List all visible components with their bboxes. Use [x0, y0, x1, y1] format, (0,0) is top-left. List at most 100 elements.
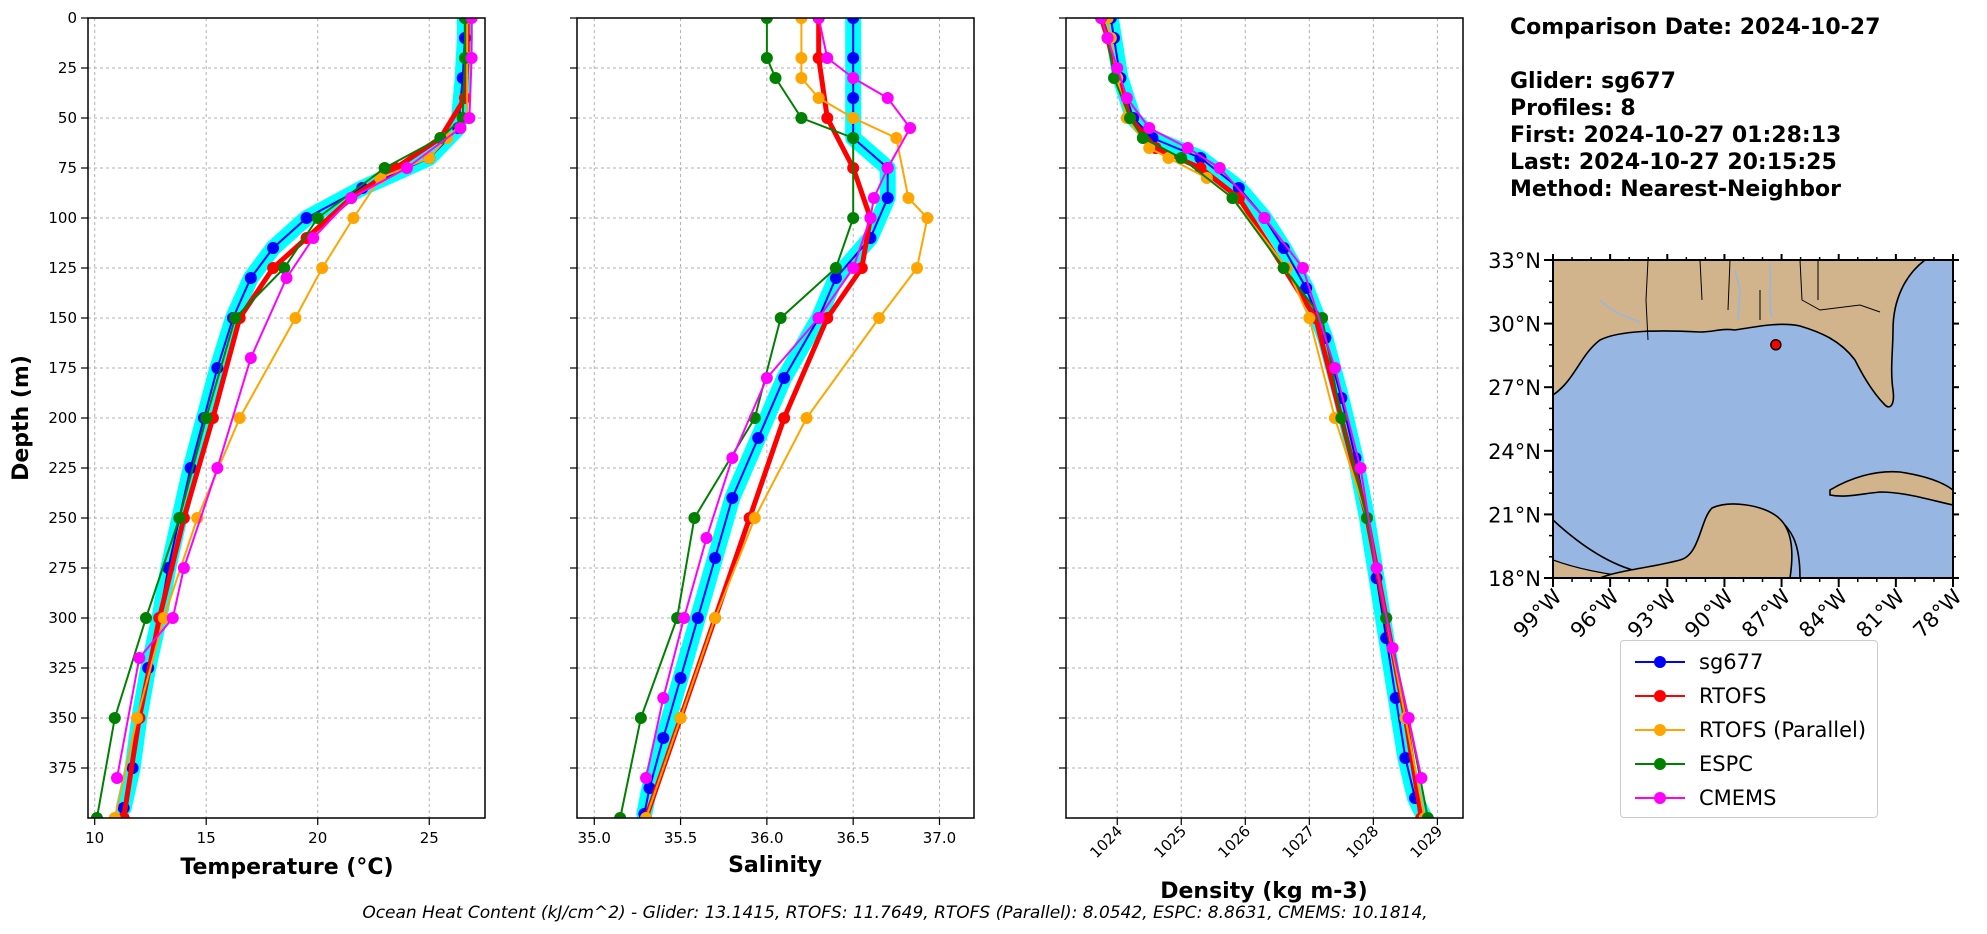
lat-tick-label: 24°N	[1488, 440, 1541, 464]
cmems-data-point	[1258, 212, 1271, 224]
rtofs-data-point	[778, 412, 791, 424]
cmems-data-point	[465, 18, 478, 24]
rtofs-parallel-data-point	[233, 412, 246, 424]
rtofs-parallel-data-point	[902, 192, 915, 204]
series-group	[1095, 18, 1434, 818]
rtofs-parallel-data-point	[812, 92, 825, 104]
rtofs-parallel-data-point	[847, 112, 860, 124]
espc-data-point	[173, 512, 186, 524]
cmems-data-point	[1354, 462, 1367, 474]
y-tick-label: 75	[58, 159, 77, 177]
rtofs-parallel-data-point	[873, 312, 886, 324]
rtofs-parallel-data-point	[921, 212, 934, 224]
sg677-data-point	[643, 782, 656, 794]
cmems-data-point	[1181, 142, 1194, 154]
espc-data-point	[1277, 262, 1290, 274]
cmems-data-point	[345, 192, 358, 204]
x-tick-label: 25	[420, 829, 439, 847]
espc-data-point	[229, 312, 242, 324]
cmems-data-point	[280, 272, 293, 284]
rtofs-parallel-data-point	[423, 152, 436, 164]
legend-item-rtofs-parallel: RTOFS (Parallel)	[1633, 713, 1866, 747]
espc-data-point	[774, 312, 787, 324]
espc-data-point	[1175, 152, 1188, 164]
cmems-series-line	[116, 18, 473, 779]
lon-tick-label: 87°W	[1737, 584, 1795, 642]
sg677-data-point	[829, 272, 842, 284]
map-mexico-coast	[1599, 503, 1793, 578]
lat-tick-label: 18°N	[1488, 567, 1541, 591]
y-tick-label: 50	[58, 109, 77, 127]
espc-data-point	[378, 162, 391, 174]
legend-label: CMEMS	[1699, 786, 1777, 810]
legend-item-espc: ESPC	[1633, 747, 1753, 781]
cmems-data-point	[1328, 362, 1341, 374]
sg677-data-point	[691, 612, 704, 624]
espc-data-point	[847, 132, 860, 144]
cmems-data-point	[847, 262, 860, 274]
rtofs-parallel-data-point	[289, 312, 302, 324]
x-tick-label: 1028	[1342, 822, 1382, 862]
x-tick-label: 36.5	[836, 829, 869, 847]
sg677-data-point	[726, 492, 739, 504]
rtofs-parallel-data-point	[1143, 142, 1156, 154]
rtofs-data-point	[812, 52, 825, 64]
glider-position-marker	[1770, 339, 1782, 351]
cmems-data-point	[400, 162, 413, 174]
y-tick-label: 200	[48, 409, 77, 427]
density-axis-label: Density (kg m-3)	[1160, 879, 1368, 904]
rtofs-data-point	[821, 112, 834, 124]
espc-data-point	[311, 212, 324, 224]
cmems-data-point	[867, 192, 880, 204]
method: Method: Nearest-Neighbor	[1510, 177, 1841, 202]
rtofs-parallel-data-point	[640, 812, 653, 818]
density-profile-panel: 1024 1025 1026 1027 1028 1029	[1059, 17, 1464, 862]
legend-item-rtofs: RTOFS	[1633, 679, 1766, 713]
cmems-data-point	[1111, 62, 1124, 74]
glider-profile-spread	[115, 18, 473, 816]
sg677-data-point	[709, 552, 722, 564]
lon-tick-label: 84°W	[1794, 584, 1852, 642]
rtofs-parallel-data-point	[1303, 312, 1316, 324]
lon-tick-label: 93°W	[1623, 584, 1681, 642]
gulf-map: 99°W 96°W 93°W 90°W 87°W 84°W 81°W 78°W 18°N 21°N…	[1488, 249, 1967, 643]
rtofs-parallel-data-point	[108, 812, 121, 818]
y-tick-label: 0	[67, 9, 77, 27]
cmems-data-point	[904, 122, 917, 134]
sg677-series-line	[643, 18, 889, 815]
cmems-data-point	[307, 232, 320, 244]
espc-data-point	[1108, 72, 1121, 84]
sg677-data-point	[674, 672, 687, 684]
x-tick-label: 37.0	[923, 829, 956, 847]
rtofs-parallel-data-point	[347, 212, 360, 224]
cmems-data-point	[1143, 122, 1156, 134]
x-tick-label: 1024	[1086, 822, 1126, 862]
cmems-data-point	[1101, 32, 1114, 44]
cmems-data-point	[864, 212, 877, 224]
sg677-data-point	[657, 732, 670, 744]
last-time: Last: 2024-10-27 20:15:25	[1510, 150, 1837, 175]
y-tick-label: 300	[48, 609, 77, 627]
sg677-data-point	[300, 212, 313, 224]
cmems-data-point	[760, 372, 773, 384]
cmems-data-point	[1402, 712, 1415, 724]
x-tick-label: 1029	[1406, 822, 1446, 862]
y-tick-label: 25	[58, 59, 77, 77]
y-tick-label: 275	[48, 559, 77, 577]
rtofs-parallel-data-point	[1162, 152, 1175, 164]
sg677-data-point	[1277, 242, 1290, 254]
rtofs-parallel-data-point	[748, 512, 761, 524]
sg677-data-point	[244, 272, 257, 284]
lat-tick-label: 21°N	[1488, 503, 1541, 527]
rtofs-parallel-data-point	[709, 612, 722, 624]
x-tick-label: 36.0	[750, 829, 783, 847]
cmems-data-point	[1296, 262, 1309, 274]
cmems-data-point	[465, 52, 478, 64]
map-cuba	[1829, 470, 1953, 506]
cmems-data-point	[454, 122, 467, 134]
espc-data-point	[688, 512, 701, 524]
rtofs-parallel-data-point	[890, 132, 903, 144]
glider-name: Glider: sg677	[1510, 69, 1676, 94]
espc-data-point	[847, 212, 860, 224]
